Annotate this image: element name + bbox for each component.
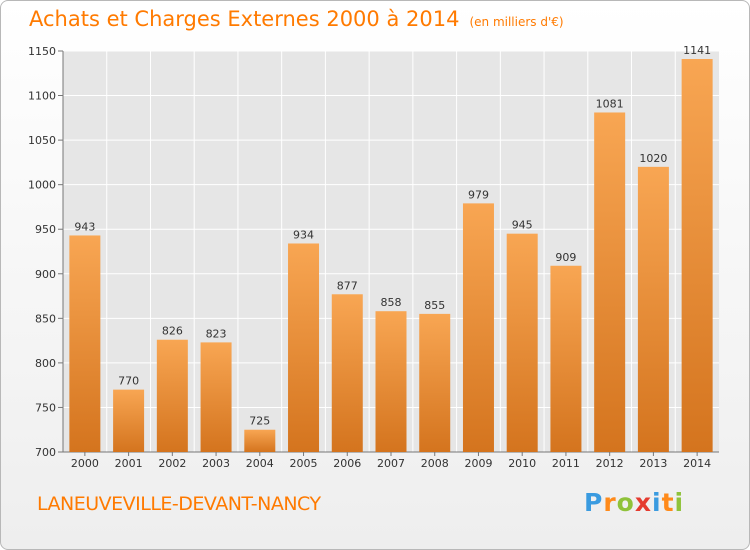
y-tick-label: 900 xyxy=(35,268,56,281)
x-tick-label-2014: 2014 xyxy=(683,457,711,470)
bar-2001 xyxy=(113,389,145,452)
x-tick-label-2011: 2011 xyxy=(552,457,580,470)
x-tick-label-2000: 2000 xyxy=(71,457,99,470)
x-tick-label-2008: 2008 xyxy=(421,457,449,470)
bar-2000 xyxy=(69,235,101,452)
data-label-2011: 909 xyxy=(555,251,576,264)
chart-title: Achats et Charges Externes 2000 à 2014 (e… xyxy=(29,7,564,31)
data-label-2007: 858 xyxy=(381,296,402,309)
data-label-2005: 934 xyxy=(293,228,314,241)
bar-2002 xyxy=(156,339,188,452)
data-label-2012: 1081 xyxy=(596,97,624,110)
x-tick-label-2012: 2012 xyxy=(596,457,624,470)
y-tick-label: 950 xyxy=(35,223,56,236)
x-tick-label-2001: 2001 xyxy=(115,457,143,470)
logo-letter: P xyxy=(584,488,604,517)
data-label-2006: 877 xyxy=(337,279,358,292)
commune-name: LANEUVEVILLE-DEVANT-NANCY xyxy=(37,493,321,515)
data-label-2008: 855 xyxy=(424,299,445,312)
data-label-2013: 1020 xyxy=(639,152,667,165)
chart-title-text: Achats et Charges Externes 2000 à 2014 xyxy=(29,7,460,31)
bar-2008 xyxy=(419,313,451,452)
bar-2012 xyxy=(594,112,626,452)
bar-2014 xyxy=(681,59,713,453)
logo-letter: o xyxy=(616,488,635,517)
bar-2007 xyxy=(375,311,407,452)
data-label-2010: 945 xyxy=(512,219,533,232)
y-tick-label: 1150 xyxy=(28,45,56,58)
x-tick-label-2013: 2013 xyxy=(639,457,667,470)
data-label-2000: 943 xyxy=(74,220,95,233)
y-tick-label: 800 xyxy=(35,357,56,370)
bar-2011 xyxy=(550,265,582,452)
x-tick-label-2007: 2007 xyxy=(377,457,405,470)
y-tick-label: 850 xyxy=(35,312,56,325)
x-tick-label-2002: 2002 xyxy=(158,457,186,470)
logo-letter: i xyxy=(674,488,685,517)
x-tick-label-2005: 2005 xyxy=(290,457,318,470)
y-tick-label: 1100 xyxy=(28,90,56,103)
data-label-2003: 823 xyxy=(206,327,227,340)
x-tick-label-2004: 2004 xyxy=(246,457,274,470)
data-label-2002: 826 xyxy=(162,325,183,338)
bar-2013 xyxy=(637,166,669,452)
bar-2010 xyxy=(506,233,538,452)
x-tick-label-2010: 2010 xyxy=(508,457,536,470)
x-tick-label-2006: 2006 xyxy=(333,457,361,470)
bar-2009 xyxy=(462,203,494,452)
x-tick-label-2009: 2009 xyxy=(464,457,492,470)
data-label-2004: 725 xyxy=(249,415,270,428)
proxiti-logo: Proxiti xyxy=(584,488,684,517)
logo-letter: r xyxy=(603,488,617,517)
logo-letter: t xyxy=(661,488,675,517)
data-label-2009: 979 xyxy=(468,188,489,201)
chart-unit: (en milliers d'€) xyxy=(469,15,564,29)
bar-2003 xyxy=(200,342,232,452)
bar-2005 xyxy=(288,243,320,452)
bar-2006 xyxy=(331,294,363,452)
x-tick-label-2003: 2003 xyxy=(202,457,230,470)
data-label-2014: 1141 xyxy=(683,44,711,57)
y-tick-label: 1050 xyxy=(28,134,56,147)
y-tick-label: 750 xyxy=(35,401,56,414)
logo-letter: x xyxy=(634,488,652,517)
data-label-2001: 770 xyxy=(118,375,139,388)
y-tick-label: 700 xyxy=(35,446,56,459)
logo-letter: i xyxy=(652,488,662,517)
bar-2004 xyxy=(244,429,276,452)
y-tick-label: 1000 xyxy=(28,179,56,192)
